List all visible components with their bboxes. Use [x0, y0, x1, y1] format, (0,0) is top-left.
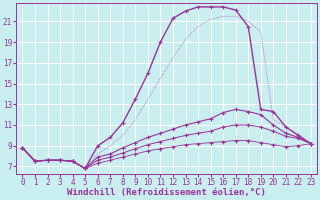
X-axis label: Windchill (Refroidissement éolien,°C): Windchill (Refroidissement éolien,°C)	[67, 188, 266, 197]
